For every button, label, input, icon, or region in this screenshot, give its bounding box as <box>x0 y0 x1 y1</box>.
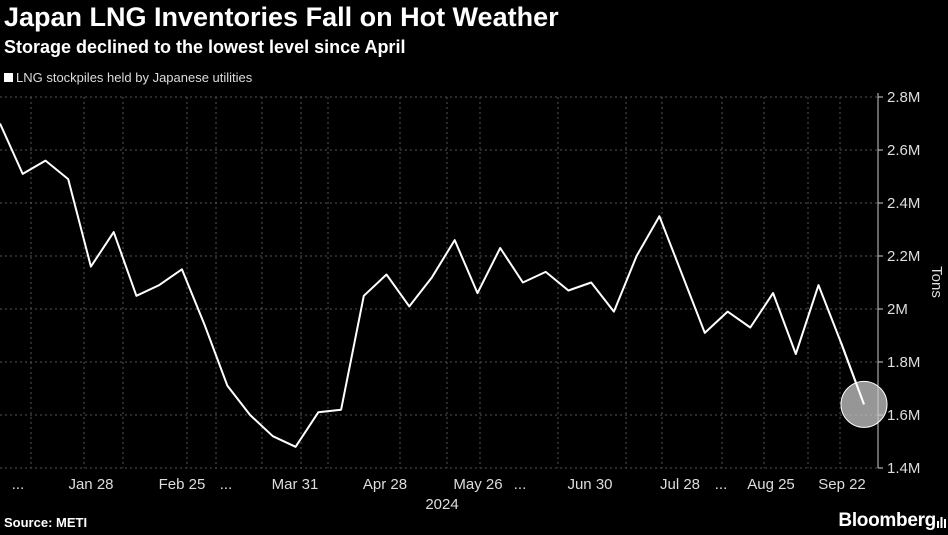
x-tick-label: Jan 28 <box>68 476 113 493</box>
x-axis-ticks: ... Jan 28 Feb 25... Mar 31 Apr 28 May 26... J… <box>12 476 866 493</box>
chart-title: Japan LNG Inventories Fall on Hot Weathe… <box>4 2 559 32</box>
y-axis-ticks: 1.4M 1.6M 1.8M 2M 2.2M 2.4M 2.6M 2.8M <box>877 89 920 477</box>
y-tick-label: 1.4M <box>887 460 920 477</box>
x-tick-label: Feb 25 <box>159 476 206 493</box>
x-tick-label: Jul 28 <box>660 476 700 493</box>
x-tick-label: ... <box>514 476 527 493</box>
series-line-end <box>840 343 865 405</box>
y-tick-label: 2.6M <box>887 142 920 159</box>
x-tick-label: ... <box>715 476 728 493</box>
y-axis-label: Tons <box>928 266 945 298</box>
x-tick-label: Aug 25 <box>747 476 795 493</box>
y-tick-label: 2.8M <box>887 89 920 106</box>
chart-subtitle: Storage declined to the lowest level sin… <box>4 37 406 57</box>
x-tick-label: ... <box>12 476 25 493</box>
y-tick-label: 2.2M <box>887 248 920 265</box>
x-tick-label: Apr 28 <box>363 476 407 493</box>
x-tick-label: Mar 31 <box>272 476 319 493</box>
y-tick-label: 2M <box>887 301 908 318</box>
y-tick-label: 1.6M <box>887 407 920 424</box>
source-note: Source: METI <box>4 515 88 530</box>
x-tick-label: May 26 <box>453 476 502 493</box>
legend-label: LNG stockpiles held by Japanese utilitie… <box>16 70 253 85</box>
y-tick-label: 1.8M <box>887 354 920 371</box>
series-line <box>0 123 865 448</box>
x-tick-label: Sep 22 <box>818 476 866 493</box>
grid <box>0 96 878 469</box>
bloomberg-logo: Bloomberg <box>838 510 936 531</box>
series-group <box>0 123 888 448</box>
legend: LNG stockpiles held by Japanese utilitie… <box>4 70 252 85</box>
bloomberg-mark-icon <box>937 517 946 528</box>
legend-swatch <box>4 73 13 82</box>
x-tick-label: ... <box>220 476 233 493</box>
x-axis-year-label: 2024 <box>425 496 458 513</box>
y-tick-label: 2.4M <box>887 195 920 212</box>
x-tick-label: Jun 30 <box>567 476 612 493</box>
